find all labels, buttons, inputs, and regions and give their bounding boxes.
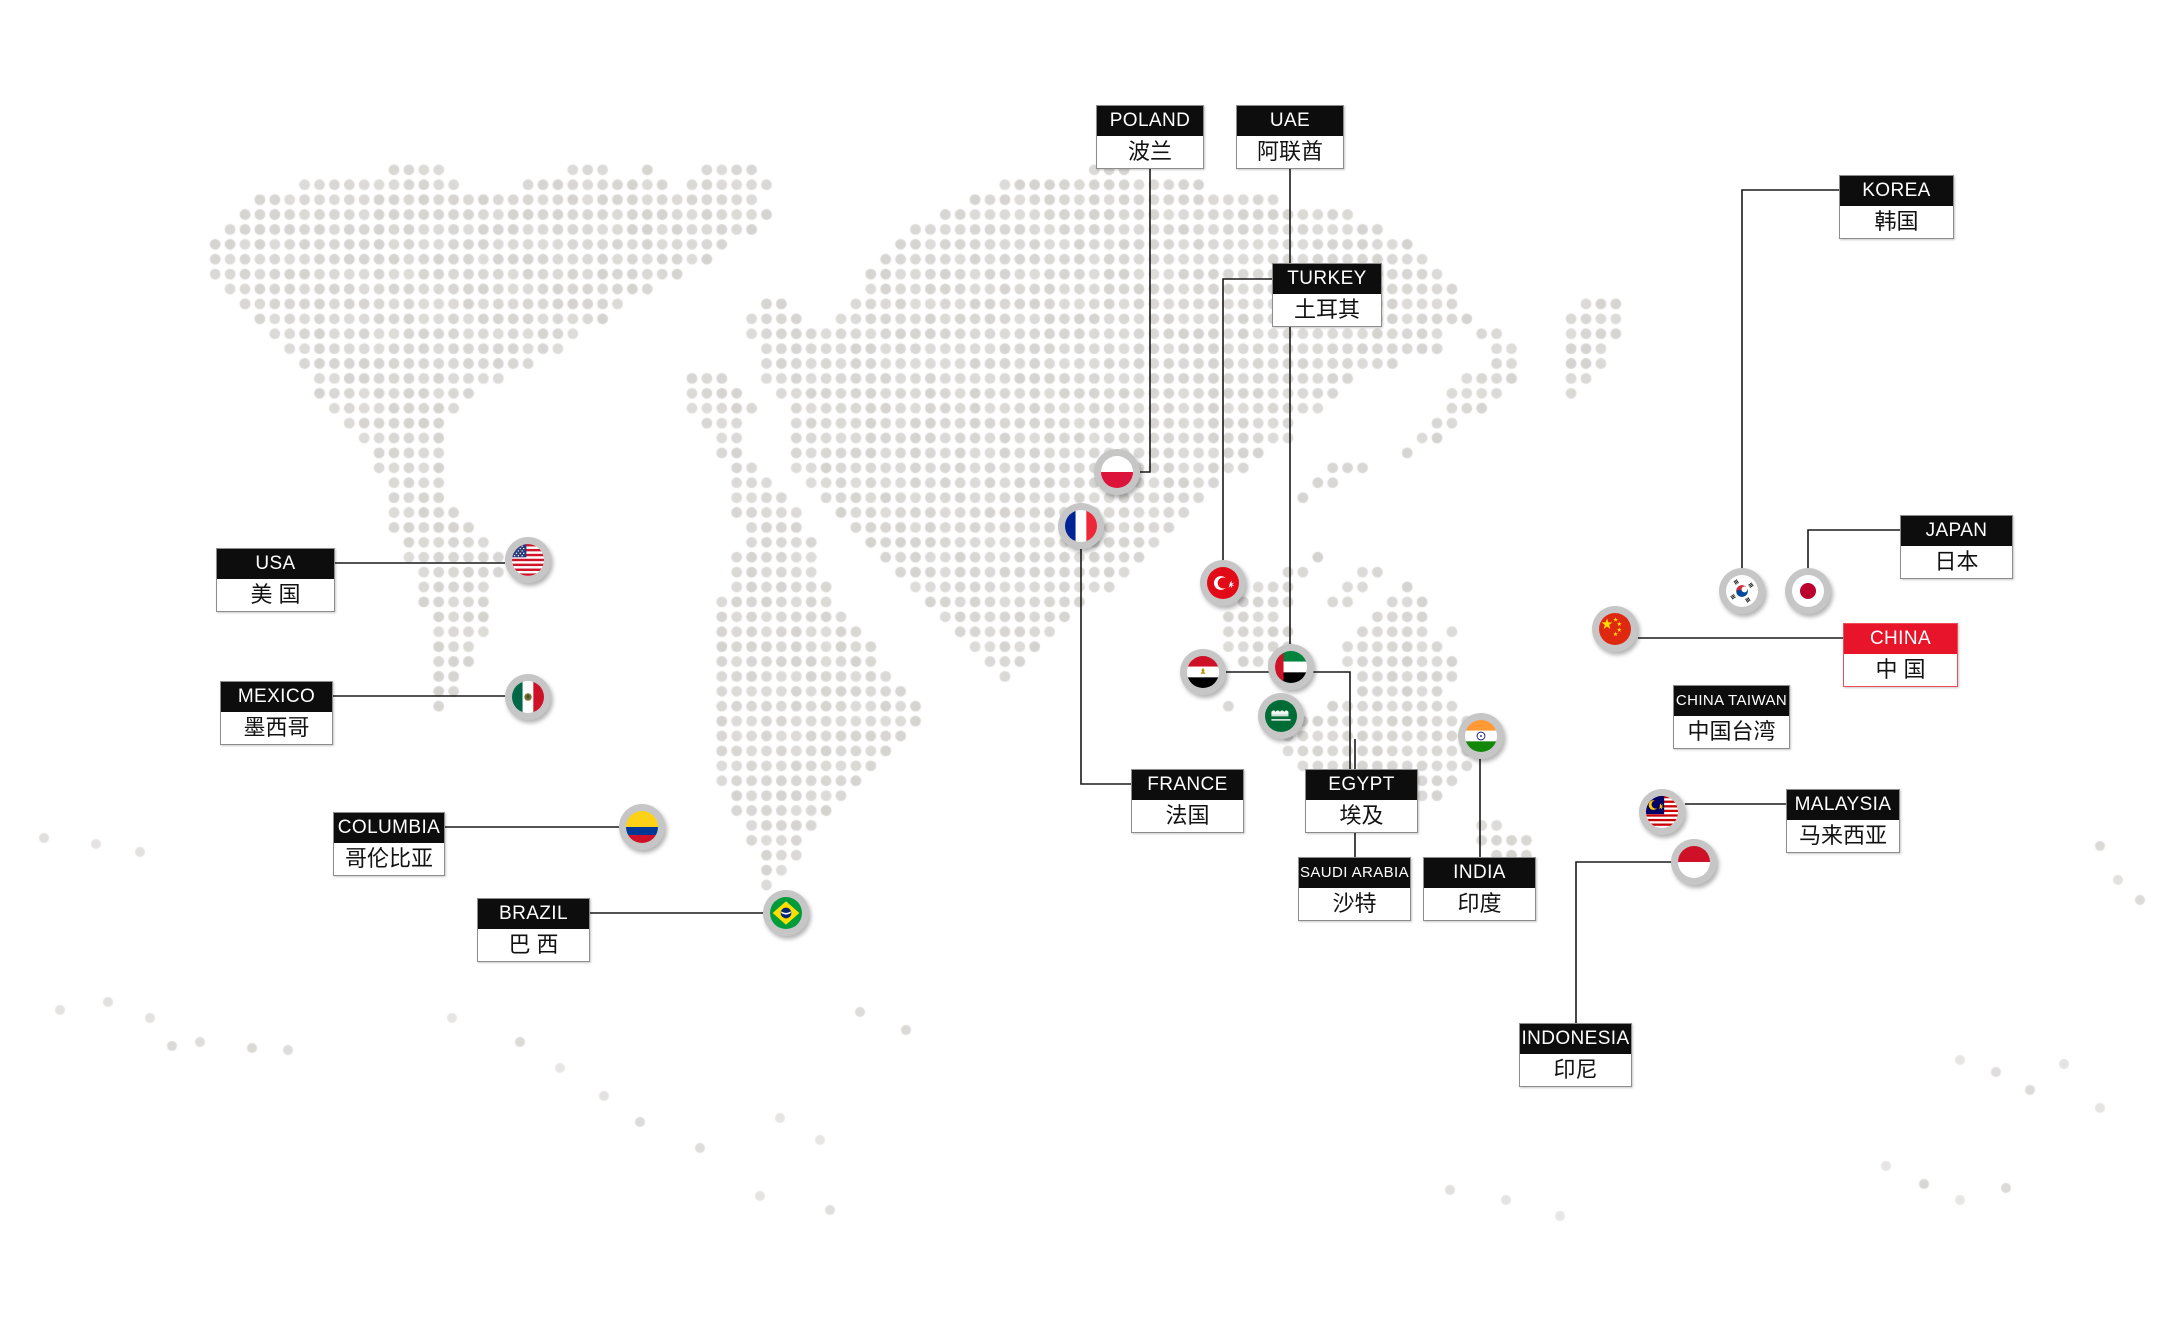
- flag-indonesia-icon: [1678, 846, 1710, 878]
- map-pin-poland[interactable]: [1094, 449, 1140, 495]
- map-pin-egypt[interactable]: [1180, 649, 1226, 695]
- callout-poland-name-zh: 波兰: [1097, 136, 1203, 168]
- flag-uae-icon: [1275, 651, 1307, 683]
- callout-turkey[interactable]: TURKEY 土耳其: [1272, 263, 1382, 327]
- callout-poland-name-en: POLAND: [1097, 106, 1203, 136]
- flag-malaysia-icon: [1646, 796, 1678, 828]
- callout-malaysia[interactable]: MALAYSIA 马来西亚: [1786, 789, 1900, 853]
- callout-uae[interactable]: UAE 阿联酋: [1236, 105, 1344, 169]
- flag-poland-icon: [1101, 456, 1133, 488]
- callout-saudi-name-en: SAUDI ARABIA: [1299, 858, 1410, 888]
- callout-egypt[interactable]: EGYPT 埃及: [1305, 769, 1418, 833]
- callout-brazil-name-zh: 巴 西: [478, 929, 589, 961]
- map-pin-korea[interactable]: [1719, 568, 1765, 614]
- map-pin-usa[interactable]: [505, 537, 551, 583]
- flag-korea-icon: [1726, 575, 1758, 607]
- callout-usa-name-zh: 美 国: [217, 579, 334, 611]
- callout-brazil-name-en: BRAZIL: [478, 899, 589, 929]
- callout-india-name-zh: 印度: [1424, 888, 1535, 920]
- callout-indonesia-name-zh: 印尼: [1520, 1054, 1631, 1086]
- map-pin-turkey[interactable]: [1200, 560, 1246, 606]
- callout-japan-name-en: JAPAN: [1901, 516, 2012, 546]
- callout-saudi[interactable]: SAUDI ARABIA 沙特: [1298, 857, 1411, 921]
- callout-indonesia-name-en: INDONESIA: [1520, 1024, 1631, 1054]
- callout-india[interactable]: INDIA 印度: [1423, 857, 1536, 921]
- flag-saudi-icon: [1265, 700, 1297, 732]
- callout-france[interactable]: FRANCE 法国: [1131, 769, 1244, 833]
- map-pin-malaysia[interactable]: [1639, 789, 1685, 835]
- flag-egypt-icon: [1187, 656, 1219, 688]
- map-pin-columbia[interactable]: [619, 804, 665, 850]
- map-pin-mexico[interactable]: [505, 674, 551, 720]
- map-pin-japan[interactable]: [1785, 568, 1831, 614]
- callout-china-name-zh: 中 国: [1844, 654, 1957, 686]
- callout-korea-name-en: KOREA: [1840, 176, 1953, 206]
- callout-china-name-en: CHINA: [1844, 624, 1957, 654]
- callout-uae-name-zh: 阿联酋: [1237, 136, 1343, 168]
- callout-turkey-name-en: TURKEY: [1273, 264, 1381, 294]
- callout-taiwan-name-zh: 中国台湾: [1674, 716, 1789, 748]
- callout-france-name-en: FRANCE: [1132, 770, 1243, 800]
- flag-japan-icon: [1792, 575, 1824, 607]
- callout-mexico[interactable]: MEXICO 墨西哥: [220, 681, 333, 745]
- callout-china[interactable]: CHINA 中 国: [1843, 623, 1958, 687]
- callout-usa-name-en: USA: [217, 549, 334, 579]
- flag-france-icon: [1065, 510, 1097, 542]
- callout-usa[interactable]: USA 美 国: [216, 548, 335, 612]
- callout-japan[interactable]: JAPAN 日本: [1900, 515, 2013, 579]
- flag-brazil-icon: [770, 897, 802, 929]
- map-pin-brazil[interactable]: [763, 890, 809, 936]
- callout-mexico-name-zh: 墨西哥: [221, 712, 332, 744]
- callout-columbia[interactable]: COLUMBIA 哥伦比亚: [333, 812, 445, 876]
- flag-mexico-icon: [512, 681, 544, 713]
- callout-egypt-name-zh: 埃及: [1306, 800, 1417, 832]
- callout-columbia-name-en: COLUMBIA: [334, 813, 444, 843]
- callout-saudi-name-zh: 沙特: [1299, 888, 1410, 920]
- callout-mexico-name-en: MEXICO: [221, 682, 332, 712]
- map-pin-uae[interactable]: [1268, 644, 1314, 690]
- map-pin-france[interactable]: [1058, 503, 1104, 549]
- callout-columbia-name-zh: 哥伦比亚: [334, 843, 444, 875]
- callout-korea[interactable]: KOREA 韩国: [1839, 175, 1954, 239]
- map-pin-china[interactable]: [1592, 606, 1638, 652]
- callout-taiwan[interactable]: CHINA TAIWAN 中国台湾: [1673, 685, 1790, 749]
- callout-malaysia-name-zh: 马来西亚: [1787, 820, 1899, 852]
- callout-uae-name-en: UAE: [1237, 106, 1343, 136]
- map-pin-indonesia[interactable]: [1671, 839, 1717, 885]
- map-pin-india[interactable]: [1458, 713, 1504, 759]
- flag-colombia-icon: [626, 811, 658, 843]
- flag-usa-icon: [512, 544, 544, 576]
- flag-india-icon: [1465, 720, 1497, 752]
- callout-france-name-zh: 法国: [1132, 800, 1243, 832]
- callout-india-name-en: INDIA: [1424, 858, 1535, 888]
- callout-poland[interactable]: POLAND 波兰: [1096, 105, 1204, 169]
- flag-china-icon: [1599, 613, 1631, 645]
- callout-indonesia[interactable]: INDONESIA 印尼: [1519, 1023, 1632, 1087]
- callout-korea-name-zh: 韩国: [1840, 206, 1953, 238]
- map-pin-saudi[interactable]: [1258, 693, 1304, 739]
- callout-taiwan-name-en: CHINA TAIWAN: [1674, 686, 1789, 716]
- flag-turkey-icon: [1207, 567, 1239, 599]
- callout-turkey-name-zh: 土耳其: [1273, 294, 1381, 326]
- callout-brazil[interactable]: BRAZIL 巴 西: [477, 898, 590, 962]
- callout-malaysia-name-en: MALAYSIA: [1787, 790, 1899, 820]
- callout-egypt-name-en: EGYPT: [1306, 770, 1417, 800]
- callout-japan-name-zh: 日本: [1901, 546, 2012, 578]
